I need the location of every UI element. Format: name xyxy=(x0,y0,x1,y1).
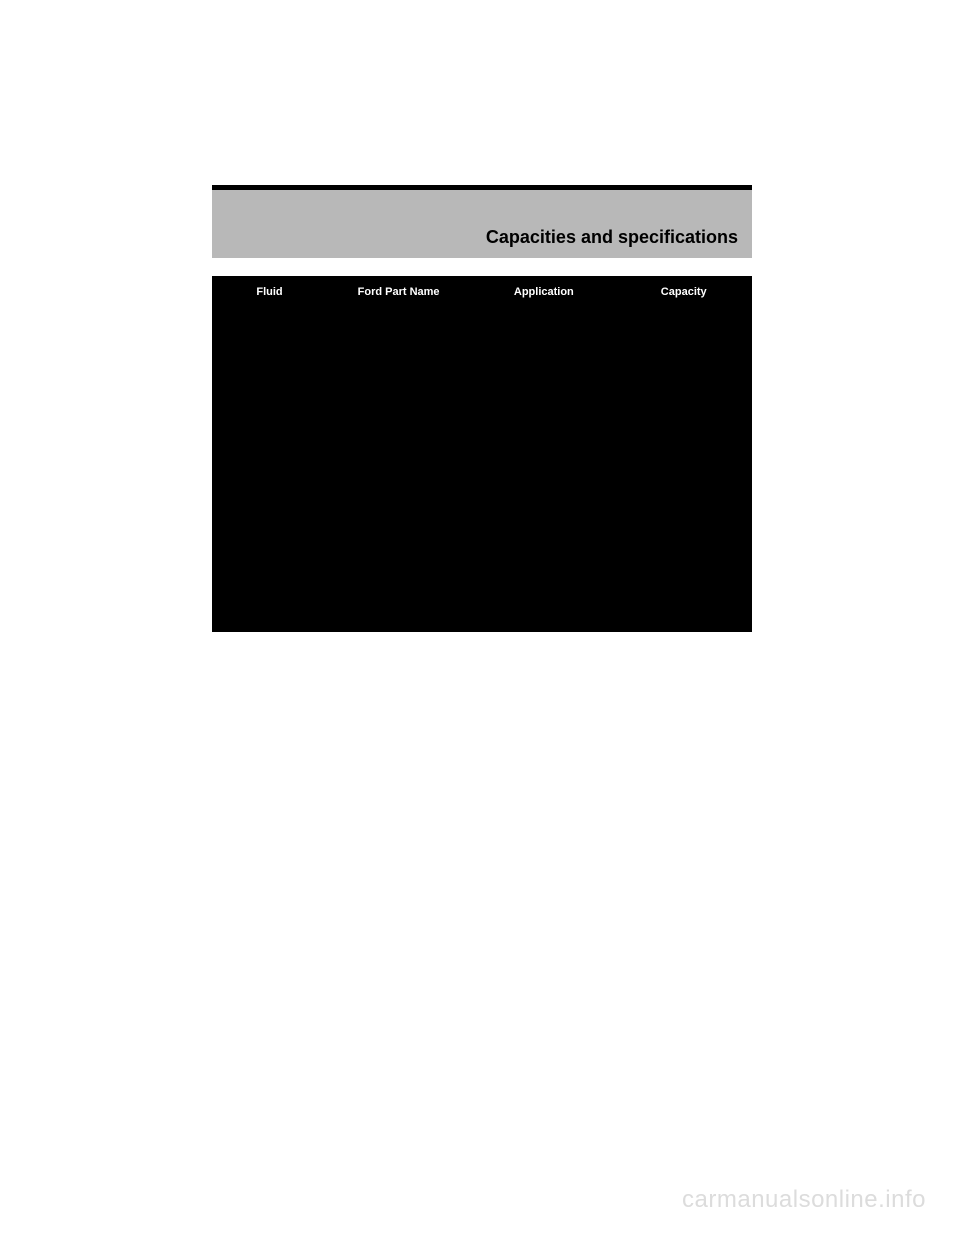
table-cell xyxy=(471,589,616,631)
table-cell xyxy=(471,547,616,589)
table-cell xyxy=(616,307,751,357)
table-cell xyxy=(326,547,471,589)
table-cell xyxy=(213,589,326,631)
table-cell xyxy=(616,589,751,631)
table-row xyxy=(213,589,751,631)
table-cell xyxy=(471,407,616,482)
col-header-application: Application xyxy=(471,277,616,307)
section-header-band: Capacities and specifications xyxy=(212,185,752,258)
table-row xyxy=(213,307,751,357)
section-title: Capacities and specifications xyxy=(486,227,738,248)
table-cell xyxy=(471,482,616,547)
table-cell xyxy=(471,357,616,407)
table-row xyxy=(213,407,751,482)
page-container: Capacities and specifications Fluid Ford… xyxy=(212,185,752,632)
table-cell xyxy=(616,482,751,547)
table-cell xyxy=(326,307,471,357)
table-cell xyxy=(616,547,751,589)
table-cell xyxy=(213,407,326,547)
table-cell xyxy=(326,407,471,547)
col-header-fluid: Fluid xyxy=(213,277,326,307)
specifications-table: Fluid Ford Part Name Application Capacit… xyxy=(212,276,752,632)
table-cell xyxy=(616,407,751,482)
table-cell xyxy=(213,307,326,407)
table-cell xyxy=(616,357,751,407)
table-header-row: Fluid Ford Part Name Application Capacit… xyxy=(213,277,751,307)
header-accent-bar xyxy=(212,187,752,190)
table-row xyxy=(213,547,751,589)
col-header-partname: Ford Part Name xyxy=(326,277,471,307)
table-cell xyxy=(326,589,471,631)
table-cell xyxy=(471,307,616,357)
watermark-text: carmanualsonline.info xyxy=(682,1186,926,1214)
col-header-capacity: Capacity xyxy=(616,277,751,307)
table-cell xyxy=(326,357,471,407)
table-cell xyxy=(213,547,326,589)
